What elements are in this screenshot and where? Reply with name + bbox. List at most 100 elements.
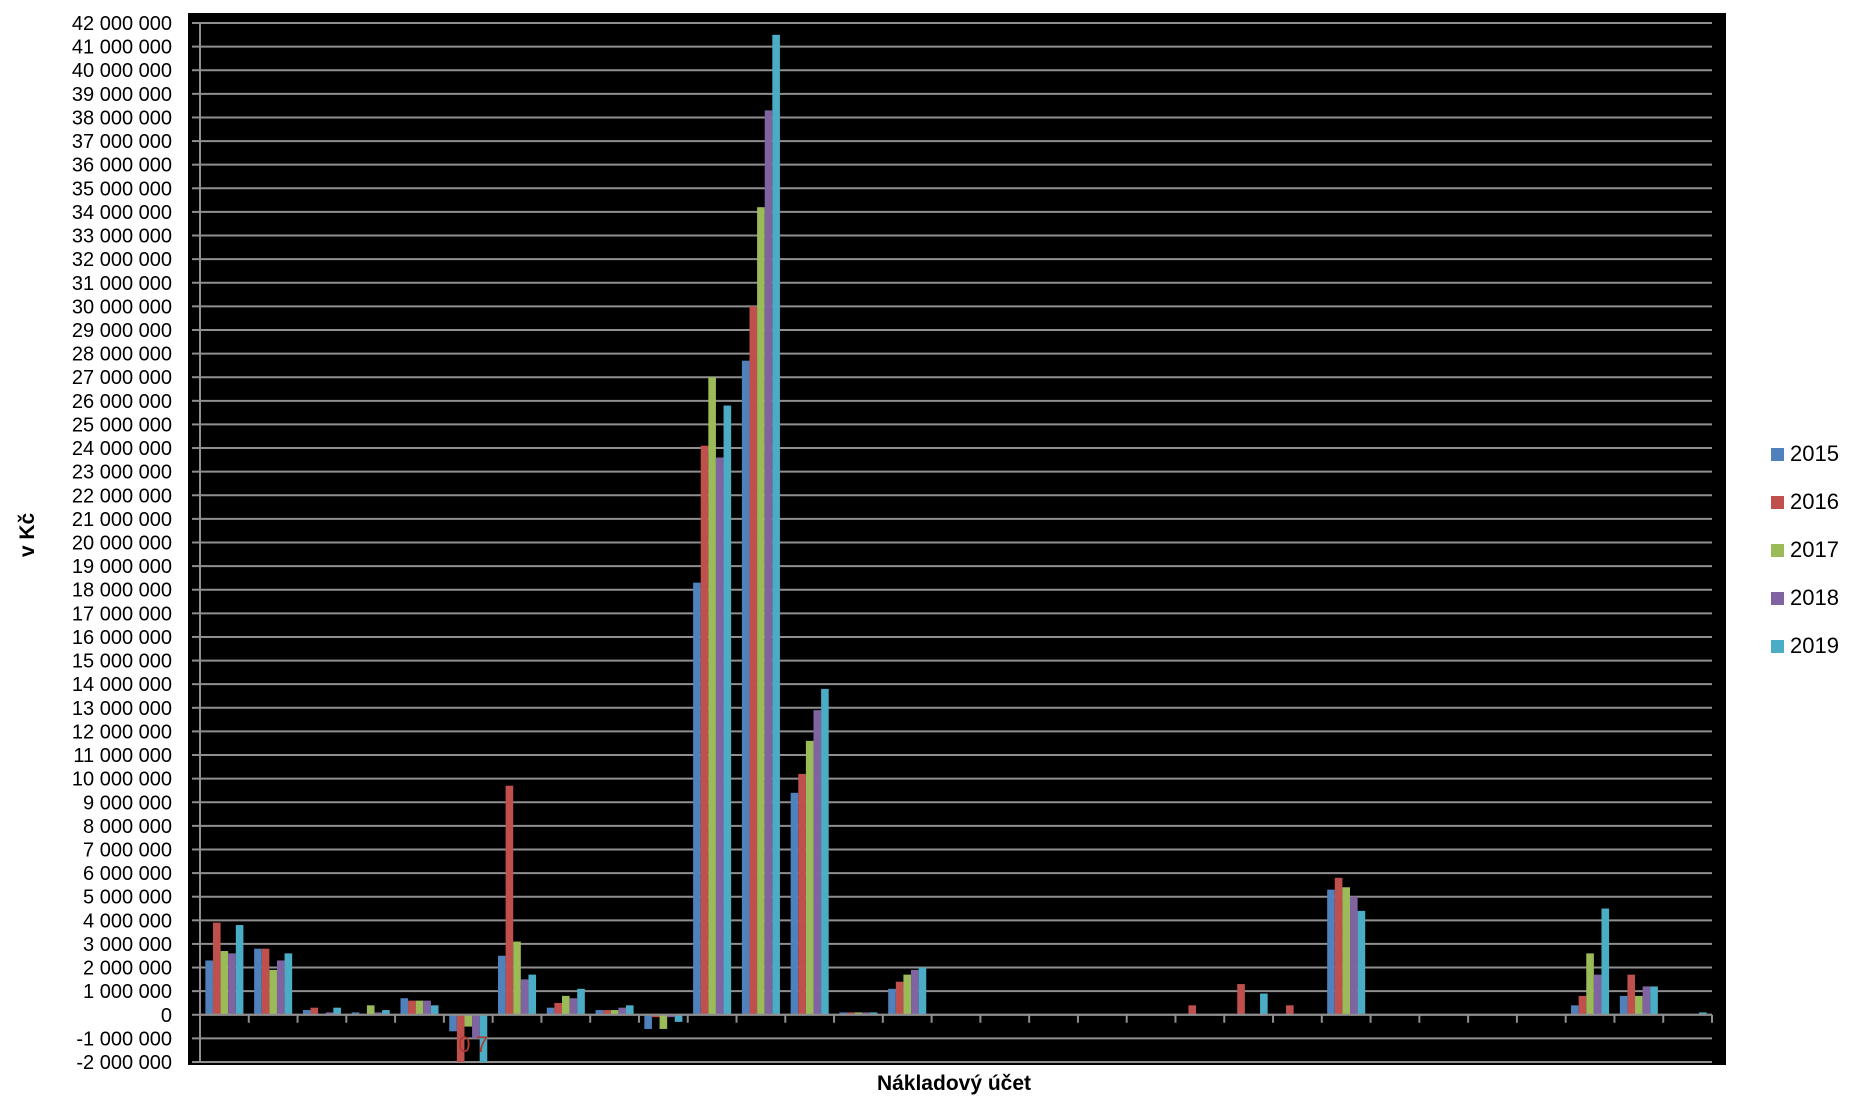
y-tick-label: -1 000 000	[76, 1028, 172, 1050]
bar	[577, 988, 585, 1015]
y-tick-label: 38 000 000	[72, 107, 172, 129]
bar	[895, 981, 904, 1015]
bar	[546, 1007, 555, 1015]
bar	[212, 922, 221, 1015]
bar	[1601, 908, 1610, 1015]
bar	[325, 1012, 334, 1015]
y-tick-label: 10 000 000	[72, 769, 172, 791]
y-tick-label: 39 000 000	[72, 84, 172, 106]
bar	[479, 1014, 488, 1062]
bar	[1642, 986, 1651, 1015]
y-tick-label: 11 000 000	[73, 745, 172, 767]
bar	[772, 34, 780, 1015]
y-tick-label: 18 000 000	[72, 580, 172, 602]
bar	[862, 1012, 870, 1015]
bar	[667, 1014, 675, 1018]
bar	[723, 405, 732, 1015]
bar	[1260, 993, 1268, 1015]
bar	[423, 1000, 431, 1015]
legend-swatch	[1771, 448, 1784, 461]
bar	[205, 960, 213, 1015]
y-tick-label: 28 000 000	[72, 344, 172, 366]
bar	[708, 377, 716, 1015]
bar	[276, 960, 285, 1015]
y-tick-label: 41 000 000	[72, 37, 172, 59]
bar	[513, 941, 521, 1015]
bar	[254, 948, 262, 1015]
bar	[603, 1010, 611, 1015]
bar	[569, 998, 578, 1015]
y-tick-label: 37 000 000	[72, 131, 172, 153]
legend-label: 2015	[1790, 441, 1839, 466]
bar	[374, 1012, 383, 1015]
bar	[659, 1014, 668, 1029]
bar	[1334, 877, 1343, 1015]
bar	[310, 1007, 319, 1015]
bar	[1286, 1005, 1294, 1015]
data-label: 7	[476, 1032, 488, 1057]
bar	[644, 1014, 652, 1029]
bar	[415, 1000, 424, 1015]
bar	[790, 792, 799, 1015]
bar	[1586, 953, 1594, 1015]
y-tick-label: 15 000 000	[72, 651, 172, 673]
bar	[805, 740, 814, 1015]
bar	[741, 360, 750, 1015]
y-tick-label: 19 000 000	[72, 556, 172, 578]
y-tick-label: 33 000 000	[72, 226, 172, 248]
bar	[1349, 896, 1358, 1015]
bar	[610, 1010, 619, 1015]
bar	[449, 1014, 457, 1032]
bar	[498, 955, 506, 1015]
bar	[284, 953, 293, 1015]
y-tick-label: 42 000 000	[72, 13, 172, 35]
bar	[595, 1010, 604, 1015]
y-tick-label: 8 000 000	[83, 816, 172, 838]
bar	[715, 457, 724, 1015]
y-tick-label: 0	[161, 1005, 172, 1027]
bar	[554, 1002, 563, 1015]
legend: 2015 2016 2017 2018 2019	[1771, 441, 1839, 658]
bar	[528, 974, 537, 1015]
bar	[261, 948, 270, 1015]
bar	[764, 110, 773, 1015]
bar	[366, 1005, 375, 1015]
legend-swatch	[1771, 544, 1784, 557]
bar	[456, 1014, 465, 1062]
bar	[911, 969, 919, 1015]
y-tick-label: 27 000 000	[72, 367, 172, 389]
bar	[408, 1000, 416, 1015]
bar	[625, 1005, 634, 1015]
bar	[1571, 1005, 1579, 1015]
y-tick-label: 2 000 000	[83, 958, 172, 980]
bar	[1188, 1005, 1197, 1015]
legend-swatch	[1771, 496, 1784, 509]
y-tick-label: 40 000 000	[72, 60, 172, 82]
bar	[505, 785, 514, 1015]
bars	[205, 34, 1707, 1062]
bar	[1578, 995, 1587, 1015]
y-tick-label: 17 000 000	[72, 603, 172, 625]
bar	[1327, 889, 1335, 1015]
plot-background	[188, 13, 1726, 1065]
y-tick-label: 1 000 000	[83, 981, 172, 1003]
x-axis-ticks	[199, 1014, 1713, 1023]
y-tick-label: 9 000 000	[83, 792, 172, 814]
y-tick-label: 24 000 000	[72, 438, 172, 460]
y-tick-label: 12 000 000	[72, 721, 172, 743]
bar	[869, 1012, 878, 1015]
bar	[228, 953, 236, 1015]
bar	[1619, 995, 1628, 1015]
bar	[1650, 986, 1658, 1015]
bar	[1237, 984, 1245, 1015]
y-tick-label: -2 000 000	[76, 1052, 172, 1074]
bar	[918, 967, 927, 1015]
y-tick-label: 35 000 000	[72, 178, 172, 200]
y-tick-label: 13 000 000	[72, 698, 172, 720]
bar	[903, 974, 912, 1015]
bar	[472, 1014, 480, 1039]
bar	[400, 998, 409, 1015]
y-tick-label: 20 000 000	[72, 533, 172, 555]
